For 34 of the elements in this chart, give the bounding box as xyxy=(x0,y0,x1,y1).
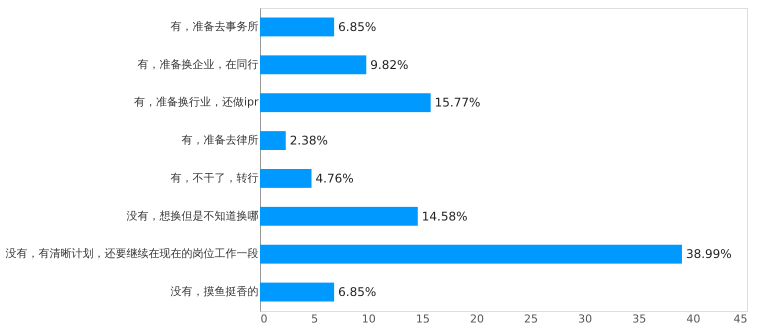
x-tick-label: 35 xyxy=(632,312,646,326)
y-tick-label: 没有，摸鱼挺香的 xyxy=(170,285,258,298)
bar xyxy=(260,55,366,74)
x-tick-label: 40 xyxy=(686,312,700,326)
x-tick-label: 15 xyxy=(416,312,430,326)
x-tick-label: 0 xyxy=(260,312,268,326)
bar xyxy=(260,93,431,112)
data-label: 14.58% xyxy=(422,209,468,224)
x-tick-label: 10 xyxy=(362,312,376,326)
y-tick-label: 有，准备换行业，还做ipr xyxy=(134,96,259,109)
x-tick-label: 45 xyxy=(734,312,748,326)
y-tick-label: 有，准备换企业，在同行 xyxy=(138,58,258,71)
bar xyxy=(260,206,418,226)
x-tick-label: 25 xyxy=(524,312,538,326)
y-tick-label: 有，准备去事务所 xyxy=(170,20,258,33)
x-tick-label: 30 xyxy=(578,312,592,326)
bar xyxy=(260,17,334,36)
x-tick-label: 5 xyxy=(311,312,318,326)
data-label: 15.77% xyxy=(434,96,480,110)
bar xyxy=(260,282,334,302)
y-tick-label: 有，准备去律所 xyxy=(182,134,258,147)
y-tick-label: 没有，有清晰计划，还要继续在现在的岗位工作一段 xyxy=(6,247,258,260)
data-label: 2.38% xyxy=(290,134,328,148)
x-tick-label: 20 xyxy=(470,312,484,326)
bar xyxy=(260,168,312,188)
bar xyxy=(260,131,286,150)
data-label: 6.85% xyxy=(338,20,376,34)
data-label: 4.76% xyxy=(316,171,354,186)
data-label: 6.85% xyxy=(338,285,376,300)
y-tick-label: 没有，想换但是不知道换哪 xyxy=(126,209,258,222)
bar xyxy=(260,244,682,264)
data-label: 9.82% xyxy=(370,58,408,72)
y-tick-label: 有，不干了，转行 xyxy=(170,171,258,184)
data-label: 38.99% xyxy=(686,247,732,262)
